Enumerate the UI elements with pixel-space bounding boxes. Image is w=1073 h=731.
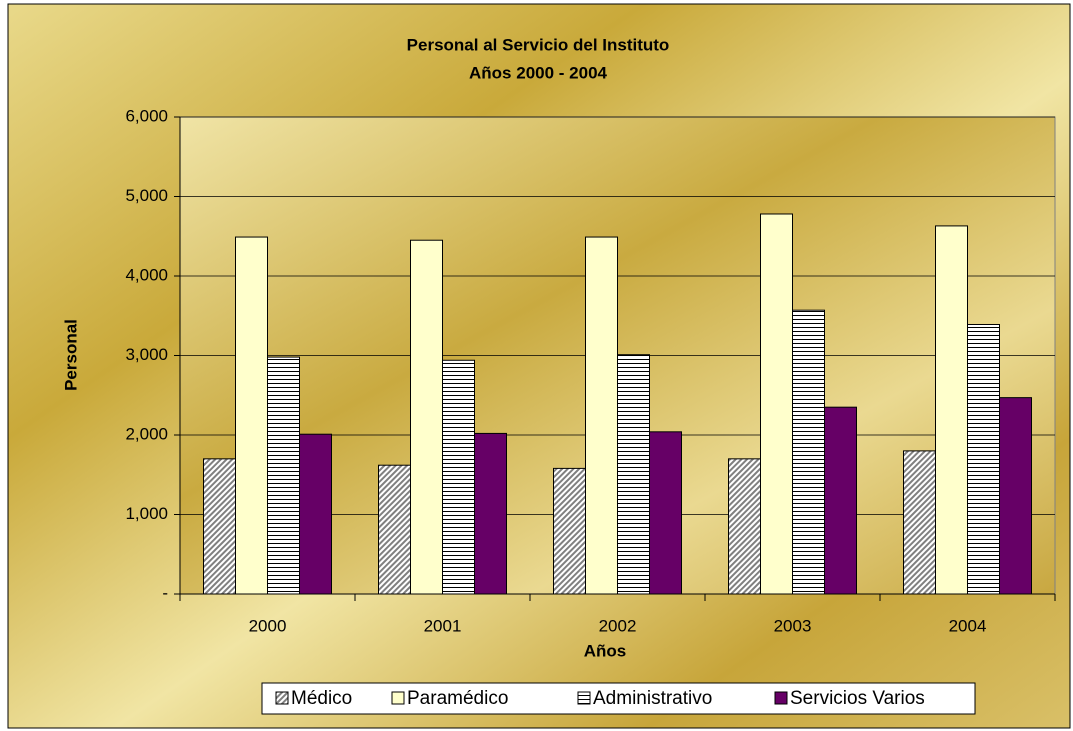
bar	[299, 433, 332, 595]
legend-label: Paramédico	[407, 688, 508, 709]
y-tick-label: 5,000	[125, 186, 168, 205]
y-tick-label: 3,000	[125, 345, 168, 364]
y-tick-label: 2,000	[125, 424, 168, 443]
legend-box	[261, 682, 976, 715]
x-axis-title: Años	[584, 641, 627, 660]
bar	[935, 225, 968, 595]
bar	[235, 236, 268, 595]
y-axis-title: Personal	[61, 319, 80, 391]
bar	[203, 458, 236, 595]
bar	[617, 354, 650, 595]
bar	[410, 239, 443, 595]
x-tick-label: 2003	[774, 616, 812, 635]
bar	[792, 309, 825, 595]
bar	[378, 464, 411, 595]
bar	[649, 431, 682, 595]
legend-label: Médico	[291, 688, 352, 709]
bar	[999, 397, 1032, 595]
x-tick-label: 2000	[249, 616, 287, 635]
legend-swatch	[391, 691, 405, 705]
y-tick-label: 4,000	[125, 265, 168, 284]
bar	[824, 406, 857, 595]
bar	[267, 356, 300, 595]
chart-title: Personal al Servicio del Instituto	[407, 35, 670, 54]
chart-subtitle: Años 2000 - 2004	[469, 63, 608, 82]
x-tick-label: 2004	[949, 616, 987, 635]
legend-swatch	[577, 691, 591, 705]
y-tick-label: 1,000	[125, 504, 168, 523]
bar	[553, 467, 586, 595]
legend-swatch	[275, 691, 289, 705]
y-tick-label: 6,000	[125, 106, 168, 125]
bar	[760, 213, 793, 595]
x-tick-label: 2001	[424, 616, 462, 635]
bar	[903, 450, 936, 595]
x-tick-label: 2002	[599, 616, 637, 635]
legend-label: Administrativo	[593, 688, 712, 709]
bar	[442, 359, 475, 595]
legend-swatch	[774, 691, 788, 705]
bar	[728, 458, 761, 595]
legend-label: Servicios Varios	[790, 688, 925, 709]
y-tick-label: -	[162, 583, 168, 602]
bar	[474, 432, 507, 595]
bar	[967, 323, 1000, 595]
bar	[585, 236, 618, 595]
